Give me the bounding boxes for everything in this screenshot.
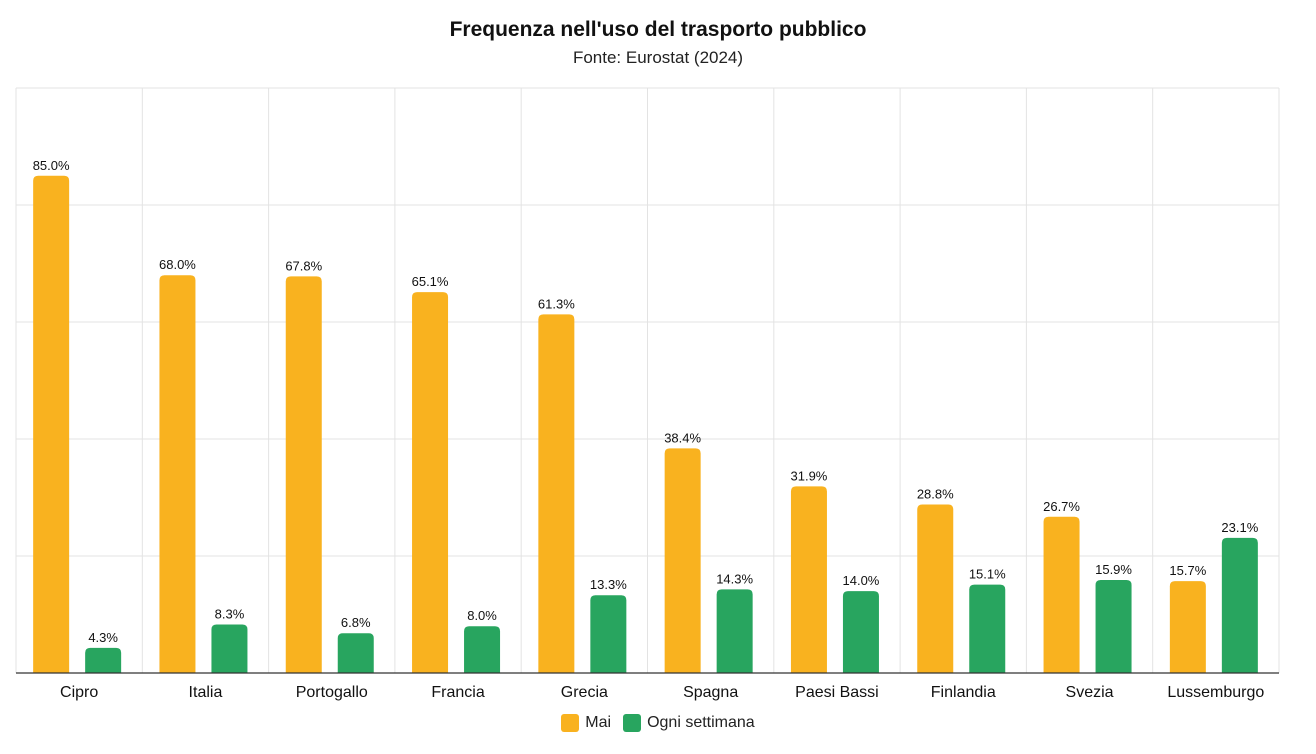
x-tick-label: Cipro xyxy=(60,684,98,701)
data-label: 13.3% xyxy=(590,577,627,592)
data-label: 8.0% xyxy=(467,608,497,623)
data-label: 15.9% xyxy=(1095,562,1132,577)
x-tick-label: Grecia xyxy=(561,684,608,701)
bar-mai[interactable] xyxy=(538,314,575,673)
bar-ogni-settimana[interactable] xyxy=(842,591,879,673)
x-tick-label: Svezia xyxy=(1066,684,1114,701)
data-label: 23.1% xyxy=(1221,520,1258,535)
data-label: 61.3% xyxy=(538,296,575,311)
legend-item-mai[interactable]: Mai xyxy=(561,714,611,732)
bar-ogni-settimana[interactable] xyxy=(1095,579,1132,673)
x-tick-label: Paesi Bassi xyxy=(795,684,879,701)
data-label: 28.8% xyxy=(917,487,954,502)
data-label: 68.0% xyxy=(159,257,196,272)
x-tick-label: Portogallo xyxy=(296,684,368,701)
bar-mai[interactable] xyxy=(1169,581,1206,673)
data-label: 65.1% xyxy=(412,274,449,289)
data-label: 38.4% xyxy=(664,430,701,445)
bar-ogni-settimana[interactable] xyxy=(211,624,248,673)
data-label: 14.3% xyxy=(716,571,753,586)
bar-ogni-settimana[interactable] xyxy=(464,626,501,673)
bar-mai[interactable] xyxy=(159,275,196,673)
x-tick-label: Francia xyxy=(431,684,484,701)
x-tick-label: Finlandia xyxy=(931,684,996,701)
bar-mai[interactable] xyxy=(790,486,827,673)
bar-ogni-settimana[interactable] xyxy=(1221,537,1258,673)
legend: Mai Ogni settimana xyxy=(0,714,1316,732)
legend-item-settimana[interactable]: Ogni settimana xyxy=(623,714,755,732)
bar-mai[interactable] xyxy=(917,504,954,673)
bar-ogni-settimana[interactable] xyxy=(969,584,1006,673)
legend-swatch-settimana xyxy=(623,714,642,732)
data-label: 85.0% xyxy=(33,158,70,173)
data-label: 15.7% xyxy=(1169,563,1206,578)
data-label: 14.0% xyxy=(843,573,880,588)
data-label: 4.3% xyxy=(88,630,118,645)
data-label: 31.9% xyxy=(791,468,828,483)
legend-label-mai: Mai xyxy=(585,714,612,731)
legend-swatch-mai xyxy=(561,714,580,732)
bar-ogni-settimana[interactable] xyxy=(590,595,627,673)
x-tick-label: Lussemburgo xyxy=(1167,684,1264,701)
x-tick-label: Italia xyxy=(189,684,223,701)
data-label: 26.7% xyxy=(1043,499,1080,514)
bar-ogni-settimana[interactable] xyxy=(337,633,374,673)
data-label: 6.8% xyxy=(341,615,371,630)
bar-ogni-settimana[interactable] xyxy=(85,647,122,673)
bar-mai[interactable] xyxy=(33,175,70,673)
data-label: 15.1% xyxy=(969,567,1006,582)
legend-label-settimana: Ogni settimana xyxy=(647,714,755,731)
bar-mai[interactable] xyxy=(1043,516,1080,673)
data-label: 67.8% xyxy=(285,258,322,273)
chart-subtitle: Fonte: Eurostat (2024) xyxy=(572,48,744,67)
bar-mai[interactable] xyxy=(285,276,322,673)
bar-ogni-settimana[interactable] xyxy=(716,589,753,673)
data-label: 8.3% xyxy=(215,606,245,621)
bar-mai[interactable] xyxy=(412,292,449,673)
bar-mai[interactable] xyxy=(664,448,701,673)
x-tick-label: Spagna xyxy=(683,684,738,701)
chart-title: Frequenza nell'uso del trasporto pubblic… xyxy=(449,18,867,41)
